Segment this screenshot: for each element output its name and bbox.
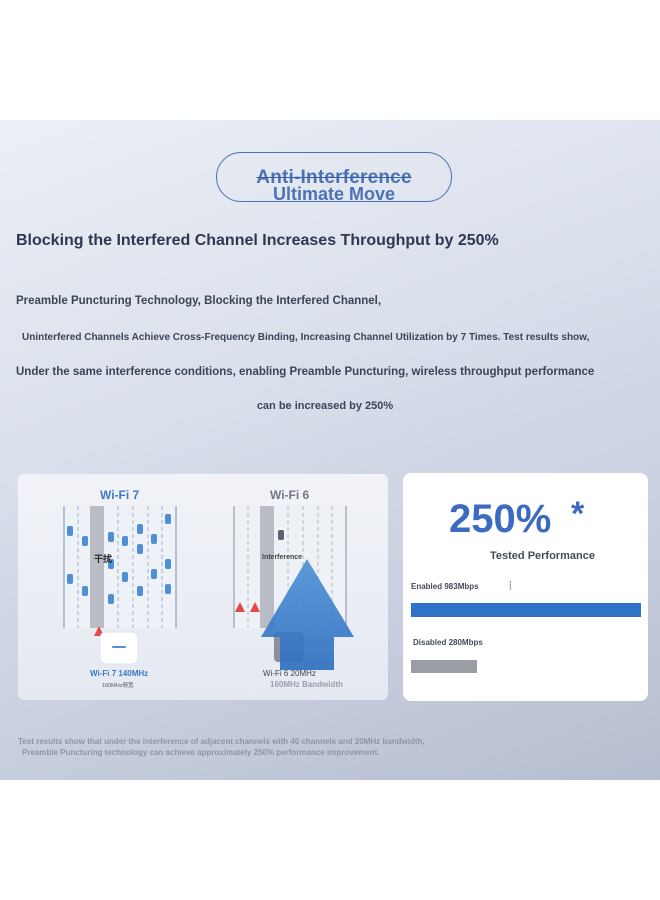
channel-comparison-card: Wi-Fi 7 Wi-Fi 6 — [18, 474, 388, 700]
wifi7-cars — [67, 514, 171, 604]
wifi6-caption: Wi-Fi 6 20MHz — [263, 669, 316, 678]
wifi6-caption-sub: 160MHz Bandwidth — [270, 680, 343, 689]
wifi6-title: Wi-Fi 6 — [270, 488, 310, 502]
channel-lanes-illustration — [63, 506, 354, 670]
wifi7-caption: Wi-Fi 7 140MHz — [90, 669, 149, 678]
enabled-throughput-label: Enabled 983Mbps — [411, 582, 479, 591]
wifi-signal-icon: ┇ — [508, 581, 513, 590]
wifi6-car — [278, 530, 284, 540]
badge-title-line2: Ultimate Move — [272, 184, 396, 204]
title-badge: Anti-Interference Ultimate Move — [216, 152, 452, 204]
throughput-arrow-icon — [261, 559, 354, 670]
description-line-1: Preamble Puncturing Technology, Blocking… — [16, 295, 382, 307]
wifi7-caption-sub: 160MHz频宽 — [102, 683, 134, 689]
footnote-line-2: Preamble Puncturing technology can achie… — [22, 748, 380, 757]
performance-label: Tested Performance — [490, 550, 595, 562]
description-line-2: Uninterfered Channels Achieve Cross-Freq… — [22, 332, 590, 343]
interference-zh-label: 干扰 — [94, 554, 113, 564]
performance-value: 250% — [449, 497, 552, 541]
wifi6-warning-icon — [235, 602, 245, 612]
disabled-throughput-label: Disabled 280Mbps — [413, 638, 483, 647]
wifi7-lanes — [63, 506, 177, 628]
interference-label: Interference — [262, 554, 303, 561]
disabled-throughput-bar — [411, 660, 477, 673]
description-line-3: Under the same interference conditions, … — [16, 366, 595, 378]
badge-title-line1: Anti-Interference — [256, 167, 412, 188]
wifi6-warning-icon — [250, 602, 260, 612]
description-line-4: can be increased by 250% — [256, 400, 394, 412]
headline: Blocking the Interfered Channel Increase… — [16, 232, 499, 249]
footnote-line-1: Test results show that under the interfe… — [18, 737, 425, 746]
performance-card: 250% * Tested Performance Enabled 983Mbp… — [403, 473, 648, 701]
enabled-throughput-bar — [411, 603, 641, 617]
wifi7-title: Wi-Fi 7 — [100, 488, 140, 502]
performance-asterisk: * — [571, 495, 585, 533]
feature-banner: Anti-Interference Ultimate Move Blocking… — [0, 120, 660, 780]
wifi7-router-icon — [99, 631, 139, 665]
